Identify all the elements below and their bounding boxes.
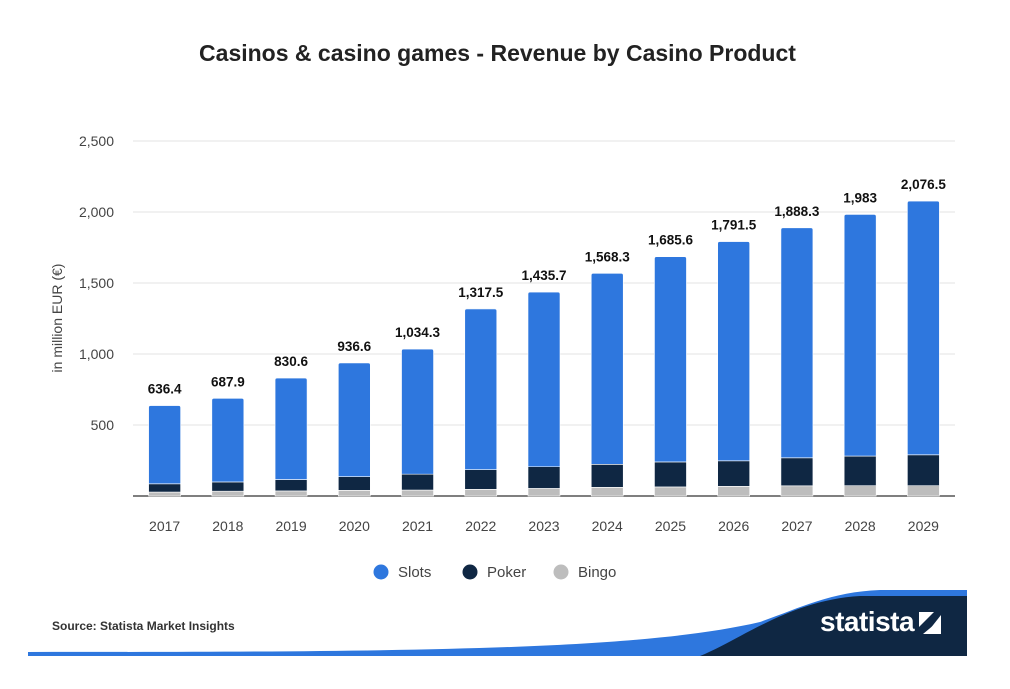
bar-slots-2028 bbox=[843, 214, 877, 457]
bar-bingo-2027 bbox=[780, 485, 814, 497]
x-tick-label: 2026 bbox=[718, 518, 749, 534]
x-tick-label: 2025 bbox=[655, 518, 686, 534]
x-tick-label: 2018 bbox=[212, 518, 243, 534]
bar-bingo-2019 bbox=[274, 490, 308, 497]
legend-label-slots: Slots bbox=[398, 564, 431, 581]
bar-bingo-2017 bbox=[148, 491, 181, 497]
bar-poker-2018 bbox=[211, 481, 245, 492]
x-tick-label: 2028 bbox=[845, 518, 876, 534]
x-tick-label: 2020 bbox=[339, 518, 370, 534]
bar-slots-2029 bbox=[907, 200, 940, 456]
x-tick-label: 2022 bbox=[465, 518, 496, 534]
total-label: 1,317.5 bbox=[458, 285, 504, 300]
total-label: 1,034.3 bbox=[395, 325, 441, 340]
x-tick-label: 2017 bbox=[149, 518, 180, 534]
brand-swoosh bbox=[28, 590, 967, 656]
x-tick-label: 2024 bbox=[592, 518, 623, 534]
legend-marker-bingo bbox=[553, 564, 569, 580]
bar-slots-2017 bbox=[148, 405, 181, 485]
x-tick-label: 2027 bbox=[781, 518, 812, 534]
bar-poker-2027 bbox=[780, 457, 814, 487]
total-label: 936.6 bbox=[337, 339, 371, 354]
total-label: 1,435.7 bbox=[521, 268, 566, 283]
y-axis: 500 1,000 1,500 2,000 2,500 bbox=[79, 133, 114, 433]
y-tick-label: 1,500 bbox=[79, 275, 114, 291]
bar-slots-2021 bbox=[401, 348, 434, 475]
total-label: 1,888.3 bbox=[774, 204, 820, 219]
bar-poker-2022 bbox=[464, 469, 498, 490]
bar-poker-2028 bbox=[843, 455, 877, 486]
total-label: 1,791.5 bbox=[711, 218, 757, 233]
bar-poker-2017 bbox=[148, 483, 181, 493]
bar-bingo-2023 bbox=[527, 488, 561, 497]
bar-slots-2018 bbox=[211, 398, 245, 483]
bar-slots-2026 bbox=[717, 241, 750, 462]
total-label: 1,983 bbox=[843, 190, 877, 205]
x-axis: 2017 2018 2019 2020 2021 2022 2023 2024 2025 2026… bbox=[149, 518, 939, 534]
y-axis-label: in million EUR (€) bbox=[49, 264, 65, 373]
bar-poker-2026 bbox=[717, 460, 750, 487]
total-label: 2,076.5 bbox=[901, 177, 947, 192]
y-tick-label: 500 bbox=[91, 417, 115, 433]
chart-title: Casinos & casino games - Revenue by Casi… bbox=[199, 40, 796, 66]
source-note: Source: Statista Market Insights bbox=[52, 619, 235, 633]
bar-poker-2025 bbox=[654, 461, 687, 488]
bar-bingo-2026 bbox=[717, 486, 750, 497]
total-label: 830.6 bbox=[274, 354, 308, 369]
bar-slots-2027 bbox=[780, 227, 814, 459]
total-label: 1,685.6 bbox=[648, 233, 694, 248]
bars bbox=[148, 200, 940, 497]
bar-bingo-2028 bbox=[843, 485, 877, 497]
bar-slots-2022 bbox=[464, 308, 498, 471]
brand-panel bbox=[700, 596, 967, 656]
legend-label-bingo: Bingo bbox=[578, 564, 616, 581]
legend-marker-poker bbox=[462, 564, 478, 580]
bar-poker-2021 bbox=[401, 473, 434, 491]
total-label: 1,568.3 bbox=[585, 249, 631, 264]
bar-poker-2019 bbox=[274, 479, 308, 492]
bar-bingo-2020 bbox=[338, 490, 371, 497]
bar-slots-2025 bbox=[654, 256, 687, 463]
bar-poker-2023 bbox=[527, 466, 561, 489]
bar-bingo-2018 bbox=[211, 490, 245, 497]
legend-marker-slots bbox=[373, 564, 389, 580]
bar-slots-2019 bbox=[274, 377, 308, 480]
bar-bingo-2024 bbox=[590, 487, 624, 497]
bar-slots-2020 bbox=[338, 362, 371, 477]
y-tick-label: 2,000 bbox=[79, 204, 114, 220]
total-label: 687.9 bbox=[211, 374, 245, 389]
bar-bingo-2029 bbox=[907, 485, 940, 497]
y-tick-label: 2,500 bbox=[79, 133, 114, 149]
bar-bingo-2021 bbox=[401, 489, 434, 497]
bar-bingo-2022 bbox=[464, 489, 498, 497]
legend-label-poker: Poker bbox=[487, 564, 526, 581]
x-tick-label: 2019 bbox=[275, 518, 306, 534]
bar-poker-2029 bbox=[907, 454, 940, 486]
bar-poker-2024 bbox=[590, 464, 624, 488]
bar-slots-2024 bbox=[590, 273, 624, 465]
bar-slots-2023 bbox=[527, 291, 561, 468]
total-label: 636.4 bbox=[148, 382, 182, 397]
x-tick-label: 2029 bbox=[908, 518, 939, 534]
statista-logo-icon bbox=[919, 612, 941, 634]
bar-poker-2020 bbox=[338, 476, 371, 491]
value-labels: 636.4 687.9 830.6 936.6 1,034.3 1,317.5 1,435.… bbox=[148, 177, 947, 396]
brand-wordmark: statista bbox=[820, 606, 915, 637]
x-tick-label: 2023 bbox=[528, 518, 559, 534]
legend: Slots Poker Bingo bbox=[373, 564, 616, 581]
y-tick-label: 1,000 bbox=[79, 346, 114, 362]
bar-bingo-2025 bbox=[654, 486, 687, 497]
x-tick-label: 2021 bbox=[402, 518, 433, 534]
